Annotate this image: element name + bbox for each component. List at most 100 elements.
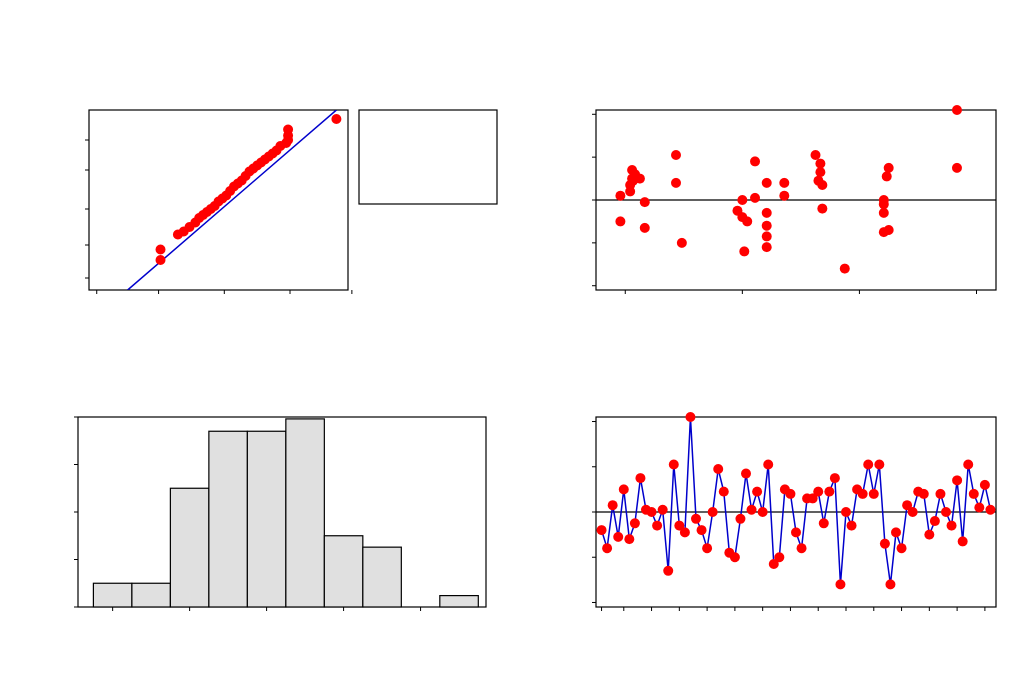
data-point [891,527,901,538]
data-point [896,543,907,554]
data-point [918,488,929,499]
normal-probability-plot [85,109,353,294]
data-point [718,486,729,497]
data-point [639,197,650,208]
data-point [746,504,757,515]
data-point [596,525,607,536]
data-point [818,518,829,529]
data-point [729,552,740,563]
data-point [824,486,835,497]
data-point [874,459,885,470]
data-point [857,488,868,499]
y-axis-ticks [85,139,89,279]
data-point [868,488,879,499]
data-points [596,412,996,590]
data-point [807,493,818,504]
data-point [952,475,963,486]
data-point [702,543,713,554]
data-point [613,531,624,542]
data-point [941,507,951,517]
data-point [779,177,790,188]
data-point [779,190,790,201]
data-point [810,150,821,160]
histogram-bar [285,418,325,608]
data-point [663,565,674,576]
histogram-bar [323,535,364,608]
data-point [629,518,640,529]
histogram-bar [169,487,210,608]
data-point [691,513,701,524]
data-point [935,488,946,499]
data-point [841,507,851,517]
y-axis-ticks [74,416,78,608]
series-line [600,416,992,585]
data-point [968,488,979,499]
data-point [713,464,724,475]
data-point [761,242,772,253]
data-point [602,543,613,554]
y-axis-ticks [592,113,596,287]
data-point [929,516,940,527]
histogram-bar [92,582,133,608]
x-axis-ticks [96,290,353,294]
data-point [618,484,629,495]
data-point [924,529,935,540]
data-point [835,579,846,590]
histogram-plot [74,416,487,611]
data-point [674,520,685,531]
x-axis-ticks [624,290,977,294]
data-point [974,502,985,513]
data-point [768,559,779,570]
data-point [761,177,772,188]
plot-frame [358,109,498,205]
data-point [829,473,840,484]
x-axis-ticks [601,607,986,611]
data-point [791,527,801,538]
data-point [985,504,996,515]
y-axis-ticks [592,421,596,603]
data-point [839,263,850,274]
data-point [878,199,889,210]
histogram-bar [208,430,248,608]
data-point [885,579,896,590]
data-point [646,507,657,517]
histogram-bar [131,582,171,608]
data-point [785,488,796,499]
data-point [657,504,668,515]
data-point [331,114,342,124]
residuals-vs-order-plot [592,412,997,611]
data-point [615,190,626,201]
histogram-bar [362,546,402,608]
data-point [757,507,768,517]
data-point [679,527,690,538]
data-point [957,536,968,547]
data-point [817,203,828,214]
data-point [813,486,824,497]
data-point [741,468,751,479]
data-point [707,507,718,517]
legend-box [358,109,498,205]
data-point [155,255,166,265]
data-point [881,171,892,182]
data-point [774,552,785,563]
data-point [735,513,746,524]
data-point [624,534,635,545]
data-point [685,412,696,422]
data-points [615,105,962,274]
data-point [979,479,990,490]
data-point [634,173,645,184]
data-point [761,207,772,218]
data-points [155,114,342,265]
data-point [155,244,166,255]
data-point [639,222,650,233]
data-point [817,180,828,190]
data-point [815,158,826,169]
histogram-bars [92,418,479,608]
data-point [750,192,761,203]
data-point [883,162,894,173]
data-point [846,520,857,531]
data-point [671,150,681,160]
data-point [883,225,894,235]
data-point [752,486,763,497]
